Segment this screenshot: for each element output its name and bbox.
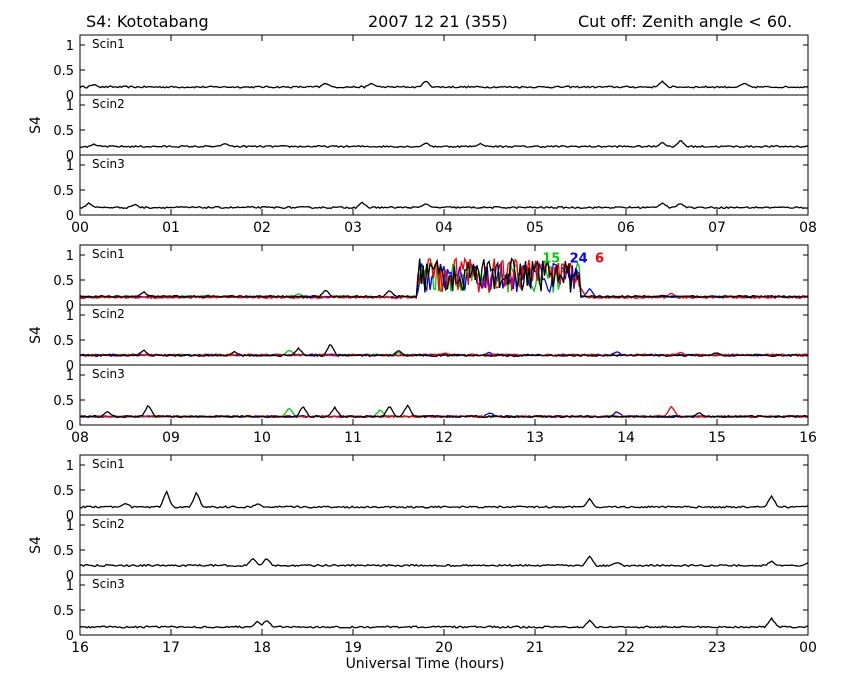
panel-label: Scin1 xyxy=(92,457,125,471)
y-axis-label: S4 xyxy=(28,536,44,554)
y-tick-label: 0 xyxy=(66,509,74,524)
cutoff-title: Cut off: Zenith angle < 60. xyxy=(578,12,793,31)
y-tick-label: 0 xyxy=(66,419,74,434)
y-tick-label: 0.5 xyxy=(53,184,74,199)
y-tick-label: 0.5 xyxy=(53,334,74,349)
x-tick-label: 12 xyxy=(435,430,453,446)
y-tick-label: 1 xyxy=(66,249,74,264)
panel-label: Scin3 xyxy=(92,157,125,171)
x-tick-label: 07 xyxy=(708,220,726,236)
y-tick-label: 0 xyxy=(66,569,74,584)
prn-label-15: 15 xyxy=(542,252,560,267)
panel-label: Scin2 xyxy=(92,307,125,321)
panel-label: Scin1 xyxy=(92,37,125,51)
prn-label-24: 24 xyxy=(570,252,588,267)
x-axis-label: Universal Time (hours) xyxy=(345,656,505,672)
series-black-scin3 xyxy=(79,201,809,210)
panel-label: Scin2 xyxy=(92,97,125,111)
x-tick-label: 04 xyxy=(435,220,453,236)
y-axis-label: S4 xyxy=(28,116,44,134)
y-tick-label: 1 xyxy=(66,309,74,324)
y-tick-label: 1 xyxy=(66,369,74,384)
chart-group-0: Scin1 0 0.5 1 Scin2 0 0.5 1 Scin3 0 0.5 1 00 01 02 03 04… xyxy=(28,34,817,236)
series-black-scin1 xyxy=(79,489,809,509)
series-black-scin1 xyxy=(79,80,809,89)
x-tick-label: 11 xyxy=(344,430,362,446)
y-tick-label: 0.5 xyxy=(53,544,74,559)
x-tick-label: 23 xyxy=(708,640,726,656)
chart-group-2: Scin1 0 0.5 1 Scin2 0 0.5 1 Scin3 0 0.5 1 16 17 18 19 20… xyxy=(28,454,817,656)
station-title: S4: Kototabang xyxy=(86,12,209,31)
series-black-scin3 xyxy=(79,616,809,629)
series-red-scin2 xyxy=(79,351,809,357)
y-tick-label: 0.5 xyxy=(53,124,74,139)
x-tick-label: 17 xyxy=(162,640,180,656)
x-tick-label: 13 xyxy=(526,430,544,446)
y-tick-label: 0.5 xyxy=(53,484,74,499)
y-tick-label: 1 xyxy=(66,99,74,114)
x-tick-label: 01 xyxy=(162,220,180,236)
series-red-scin1 xyxy=(79,256,809,300)
series-black-scin2 xyxy=(79,344,809,358)
panel-label: Scin2 xyxy=(92,517,125,531)
x-tick-label: 03 xyxy=(344,220,362,236)
y-tick-label: 0 xyxy=(66,209,74,224)
x-tick-label: 21 xyxy=(526,640,544,656)
x-tick-label: 10 xyxy=(253,430,271,446)
y-tick-label: 0.5 xyxy=(53,394,74,409)
y-tick-label: 1 xyxy=(66,459,74,474)
series-black-scin2 xyxy=(79,140,809,149)
series-black-scin1 xyxy=(79,257,809,299)
x-tick-label: 05 xyxy=(526,220,544,236)
prn-label-6: 6 xyxy=(595,252,604,267)
x-tick-label: 19 xyxy=(344,640,362,656)
x-tick-label: 08 xyxy=(799,220,817,236)
y-tick-label: 0 xyxy=(66,89,74,104)
y-tick-label: 0 xyxy=(66,299,74,314)
panel-frame-scin1 xyxy=(79,34,809,96)
x-tick-label: 06 xyxy=(617,220,635,236)
y-tick-label: 0.5 xyxy=(53,64,74,79)
y-axis-label: S4 xyxy=(28,326,44,344)
x-tick-label: 18 xyxy=(253,640,271,656)
x-tick-label: 08 xyxy=(71,430,89,446)
y-tick-label: 0.5 xyxy=(53,604,74,619)
panel-label: Scin3 xyxy=(92,367,125,381)
series-black-scin2 xyxy=(79,555,809,568)
x-tick-label: 22 xyxy=(617,640,635,656)
chart-group-1: Scin1 0 0.5 1 Scin2 0 0.5 1 Scin3 0 0.5 1 08 09 10 11 12… xyxy=(28,244,817,446)
date-title: 2007 12 21 (355) xyxy=(368,12,508,31)
x-tick-label: 15 xyxy=(708,430,726,446)
x-tick-label: 20 xyxy=(435,640,453,656)
y-tick-label: 0 xyxy=(66,359,74,374)
y-tick-label: 0 xyxy=(66,149,74,164)
y-tick-label: 1 xyxy=(66,579,74,594)
x-tick-label: 00 xyxy=(799,640,817,656)
panel-label: Scin3 xyxy=(92,577,125,591)
y-tick-label: 1 xyxy=(66,159,74,174)
panel-frame-scin3 xyxy=(79,154,809,216)
x-tick-label: 16 xyxy=(71,640,89,656)
panel-label: Scin1 xyxy=(92,247,125,261)
x-tick-label: 14 xyxy=(617,430,635,446)
y-tick-label: 1 xyxy=(66,39,74,54)
x-tick-label: 16 xyxy=(799,430,817,446)
x-tick-label: 00 xyxy=(71,220,89,236)
y-tick-label: 0 xyxy=(66,629,74,644)
y-tick-label: 1 xyxy=(66,519,74,534)
series-black-scin3 xyxy=(79,404,809,419)
y-tick-label: 0.5 xyxy=(53,274,74,289)
x-tick-label: 02 xyxy=(253,220,271,236)
x-tick-label: 09 xyxy=(162,430,180,446)
